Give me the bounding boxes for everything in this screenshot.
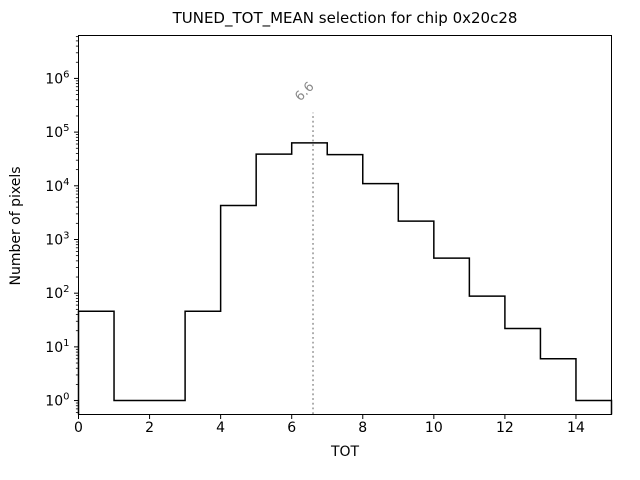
x-tick-label: 6 xyxy=(287,420,296,436)
x-tick-label: 12 xyxy=(496,420,514,436)
y-tick-label: 102 xyxy=(45,284,69,302)
x-tick-label: 2 xyxy=(145,420,154,436)
y-tick-label: 100 xyxy=(45,392,69,410)
x-tick-label: 10 xyxy=(425,420,443,436)
y-axis-label: Number of pixels xyxy=(8,166,24,286)
chart-title: TUNED_TOT_MEAN selection for chip 0x20c2… xyxy=(172,9,518,27)
y-tick-label: 103 xyxy=(45,230,69,248)
axes-frame xyxy=(78,35,612,415)
y-tick-label: 106 xyxy=(45,69,69,87)
x-tick-label: 0 xyxy=(74,420,83,436)
y-tick-label: 104 xyxy=(45,177,69,195)
x-tick-label: 8 xyxy=(358,420,367,436)
x-tick-label: 14 xyxy=(567,420,585,436)
histogram-outline xyxy=(77,142,613,415)
y-tick-label: 101 xyxy=(45,338,69,356)
x-tick-label: 4 xyxy=(216,420,225,436)
x-axis-label: TOT xyxy=(330,444,360,460)
y-tick-label: 105 xyxy=(45,123,69,141)
